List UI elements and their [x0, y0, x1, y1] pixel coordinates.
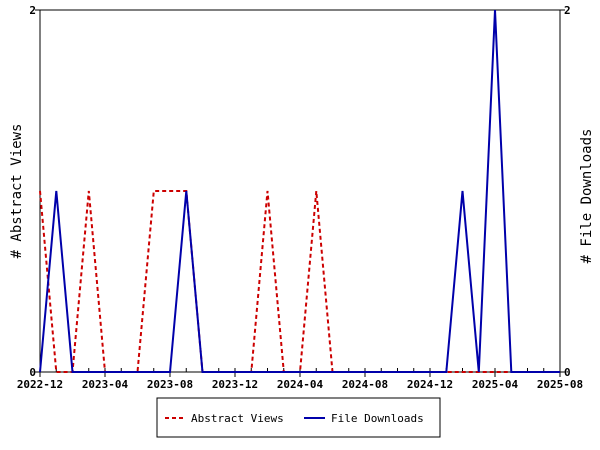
legend-label-abstract-views: Abstract Views [191, 412, 284, 425]
y-left-tick-label: 2 [29, 4, 36, 17]
y-left-tick-label: 0 [29, 366, 36, 379]
y-axis-right-title: # File Downloads [579, 129, 595, 264]
x-tick-label: 2022-12 [17, 378, 63, 391]
y-axis-left-title: # Abstract Views [9, 124, 25, 259]
legend: Abstract Views File Downloads [156, 397, 441, 438]
x-tick-label: 2024-12 [407, 378, 453, 391]
x-tick-label: 2025-08 [537, 378, 583, 391]
x-tick-label: 2023-08 [147, 378, 193, 391]
y-right-tick-label: 0 [564, 366, 571, 379]
x-tick-label: 2023-12 [212, 378, 258, 391]
x-tick-label: 2025-04 [472, 378, 519, 391]
x-tick-label: 2023-04 [82, 378, 129, 391]
x-tick-label: 2024-08 [342, 378, 388, 391]
y-right-tick-label: 2 [564, 4, 571, 17]
x-tick-label: 2024-04 [277, 378, 324, 391]
legend-box [156, 397, 441, 438]
legend-label-file-downloads: File Downloads [331, 412, 424, 425]
series-line-file-downloads [39, 9, 560, 373]
